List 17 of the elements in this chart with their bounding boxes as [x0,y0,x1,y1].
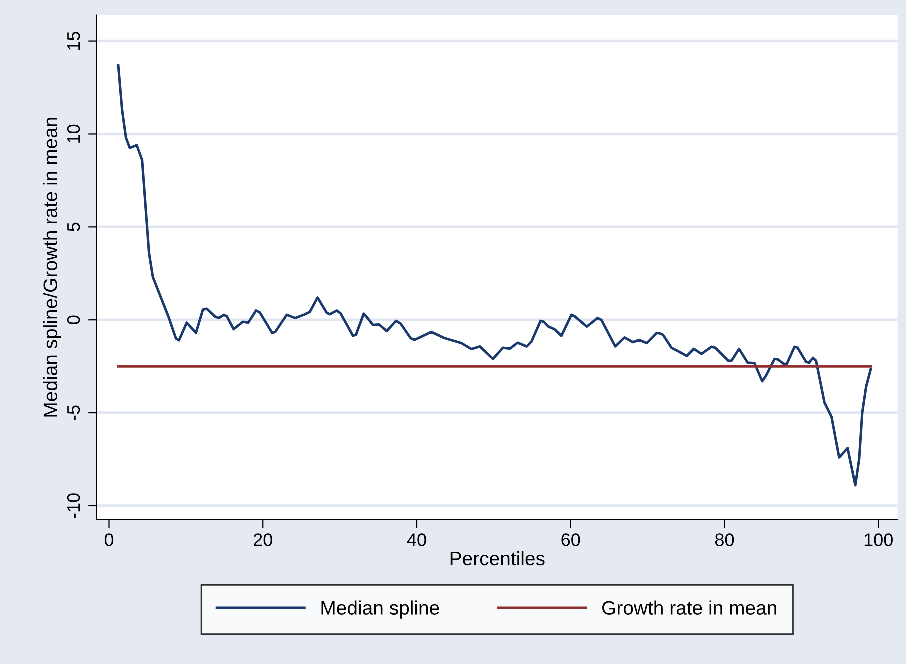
legend-label: Median spline [322,600,440,619]
y-tick-label: -10 [67,494,80,518]
x-tick-label: 80 [715,534,734,546]
y-tick-label: 10 [67,124,80,143]
y-tick-label: 15 [68,32,80,50]
x-tick-label: 60 [562,534,580,546]
x-tick-label: 40 [407,534,426,546]
line-series [117,64,872,487]
x-tick-label: 100 [864,534,893,546]
legend-label: Growth rate in mean [602,600,776,615]
y-tick-label: -5 [68,406,80,420]
y-axis-title: Median spline/Growth rate in mean [43,118,62,417]
y-tick-label: 5 [68,222,80,232]
x-tick-label: 20 [254,534,272,546]
x-tick-label: 0 [104,534,114,546]
x-axis-title: Percentiles [450,551,545,566]
y-tick-label: 0 [67,316,80,324]
